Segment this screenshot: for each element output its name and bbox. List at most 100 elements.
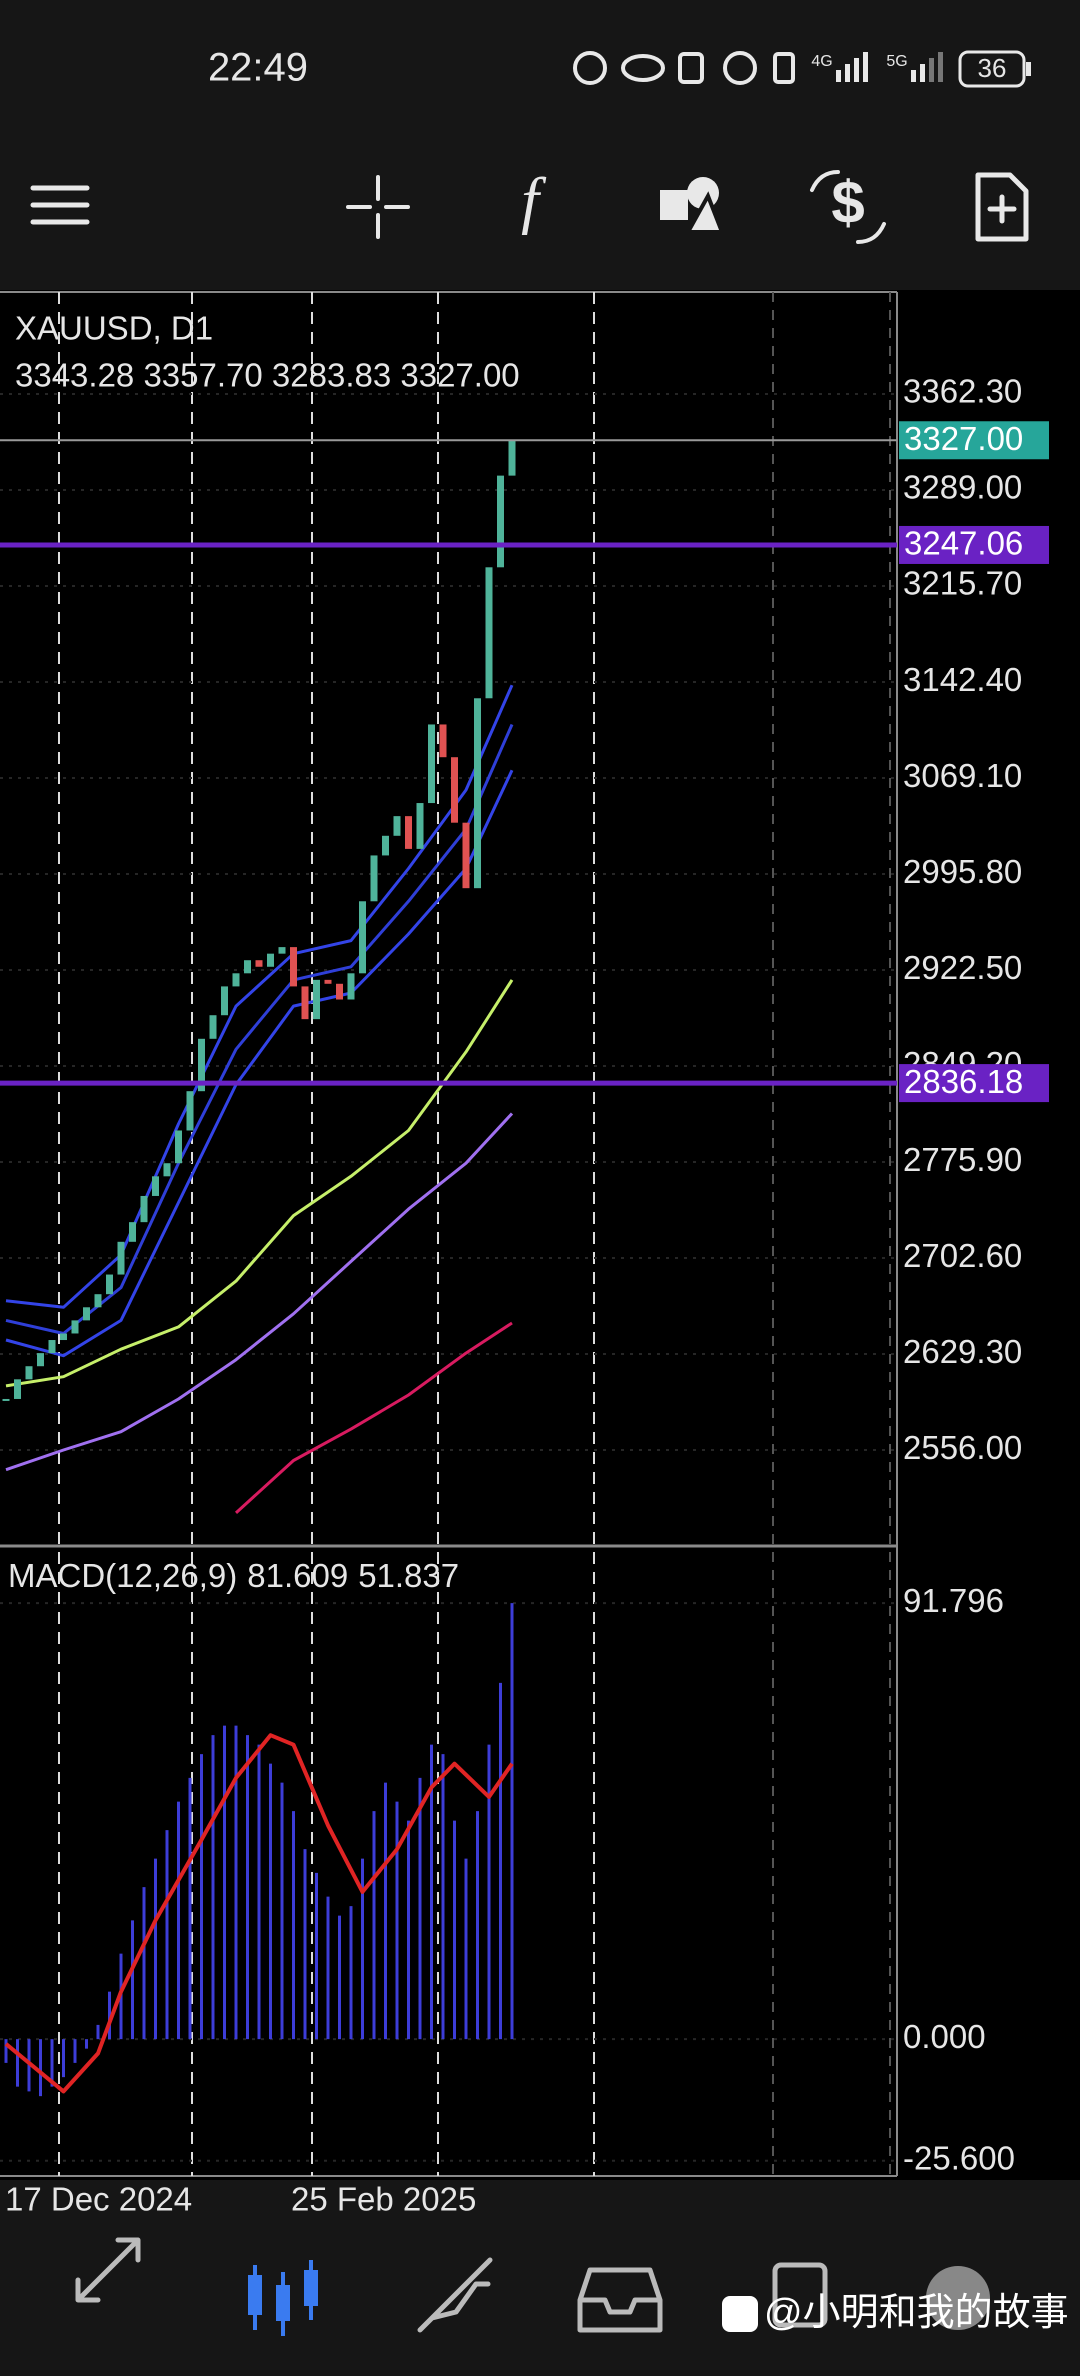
signal-bar [845,64,850,82]
quotes-tab[interactable] [75,2237,141,2303]
candle [37,1353,44,1367]
moving-average [5,769,514,1358]
signal-line [4,1733,514,2094]
price-level-label: 3327.00 [904,420,1023,457]
moving-average [5,684,514,1309]
candle [382,835,389,856]
battery-tip [1026,62,1031,76]
candle [290,947,297,987]
y-tick-label: 0.000 [903,2018,986,2055]
symbol-title: XAUUSD, D1 [15,310,213,347]
candle [83,1307,90,1321]
candle [347,973,355,1000]
candle [152,1176,159,1196]
battery [958,50,1026,88]
x-tick-label: 17 Dec 2024 [5,2181,192,2218]
signal-bar [938,52,943,82]
candle [267,953,274,967]
y-tick-label: 2629.30 [903,1333,1022,1370]
candle [370,855,378,902]
signal-bar [929,58,934,82]
signal-bar [911,70,916,82]
y-tick-label: 3289.00 [903,469,1022,506]
candle [117,1241,125,1275]
signal-bar [854,58,859,82]
candle [416,803,424,849]
candle [48,1340,56,1354]
network-label: 4G [811,53,832,70]
candle [175,1130,182,1164]
network-label: 5G [886,53,907,70]
y-tick-label: 2995.80 [903,853,1022,890]
ohlc-values: 3343.28 3357.70 3283.83 3327.00 [15,357,520,394]
indicator-title: MACD(12,26,9) [8,1557,237,1594]
trade-arrow [810,170,840,192]
bottom-nav: @小明和我的故事 [75,2237,1069,2336]
settings-tab-icon [926,2266,990,2330]
trade-button[interactable]: $ [810,169,886,244]
menu-button[interactable] [30,185,90,225]
candle [163,1163,171,1177]
new-order-button[interactable] [975,172,1029,242]
candle [198,1038,205,1092]
moving-average [5,1112,514,1472]
signal-bar [836,70,841,82]
candle [232,973,240,987]
candle [2,1398,10,1401]
candle [129,1222,136,1242]
candle [186,1091,194,1131]
quotes-icon [75,2237,141,2303]
y-tick-label: 2702.60 [903,1237,1022,1274]
y-tick-label: 2775.90 [903,1141,1022,1178]
status-icon [723,51,757,85]
status-time: 22:49 [208,46,308,90]
messages-tab[interactable] [772,2262,828,2328]
y-tick-label: 91.796 [903,1582,1004,1619]
trade-tab-icon [417,2257,493,2333]
candle [71,1320,79,1334]
doc-outline [975,172,1029,242]
x-tick-label: 25 Feb 2025 [291,2181,476,2218]
y-tick-label: 2556.00 [903,1429,1022,1466]
candle [393,816,401,836]
y-tick-label: 3142.40 [903,661,1022,698]
crosshair-button[interactable] [346,175,410,239]
candle [462,822,470,889]
candle [255,960,263,967]
settings-tab[interactable] [926,2266,990,2330]
candle [244,960,251,974]
status-icons: 4G 5G 36 [573,50,1031,88]
moving-average [5,723,514,1335]
status-icon [773,52,795,84]
candle [14,1379,21,1399]
moving-average [234,1321,513,1515]
trade-tab[interactable] [417,2257,493,2333]
history-tab-icon [577,2267,663,2333]
status-icon [621,54,665,82]
price-level-tag [899,421,1049,460]
price-level-tag [899,525,1049,564]
signal-bar [863,52,868,82]
signal-bar [920,64,925,82]
messages-tab-icon [772,2262,828,2328]
trade-icon: $ [831,169,864,236]
y-tick-label: 2922.50 [903,949,1022,986]
candle [106,1274,113,1295]
price-level-tag [899,1064,1049,1103]
y-tick-label: -25.600 [903,2139,1015,2176]
objects-button[interactable] [660,177,725,234]
y-tick-label: 3362.30 [903,373,1022,410]
indicator-macd: 81.609 [247,1557,348,1594]
candle [428,724,435,804]
battery-level: 36 [978,53,1007,83]
y-tick-label: 3215.70 [903,565,1022,602]
indicator-title: MACD(12,26,9) 81.609 51.837 [8,1557,459,1594]
candle [508,440,516,476]
indicator-signal: 51.837 [358,1557,459,1594]
status-icon [573,51,607,85]
candle [301,986,309,1020]
chart-tab[interactable] [248,2260,318,2336]
history-tab[interactable] [577,2267,663,2333]
candle [25,1366,33,1380]
